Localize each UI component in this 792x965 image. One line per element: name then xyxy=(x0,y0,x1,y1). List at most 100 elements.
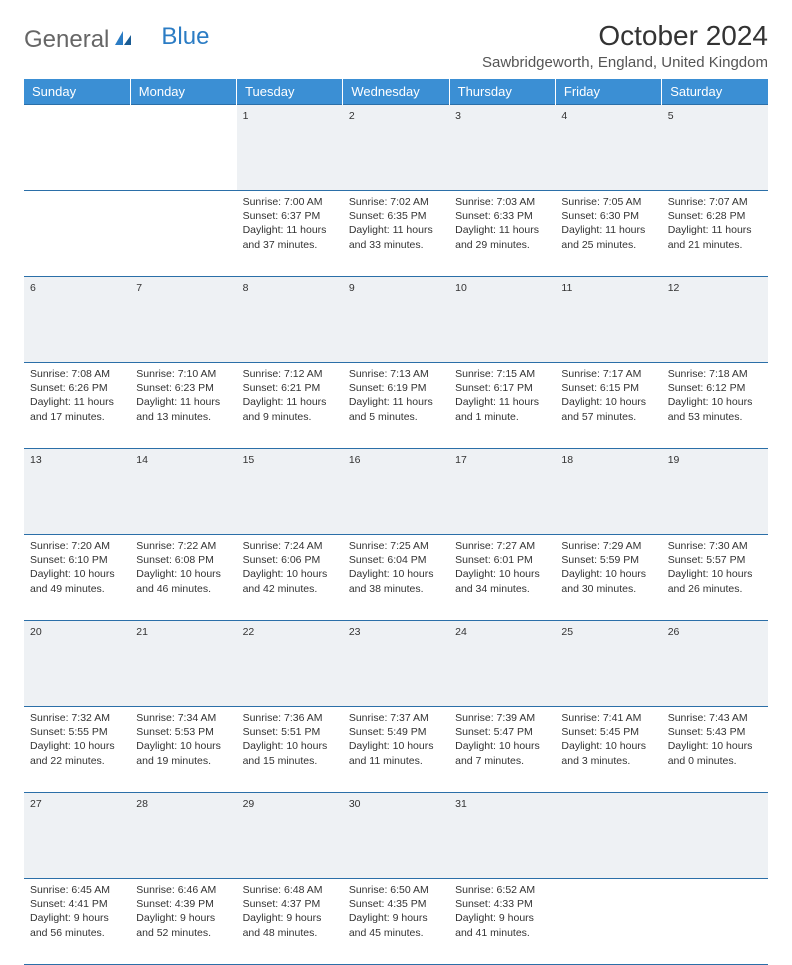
sunset-text: Sunset: 6:19 PM xyxy=(349,381,443,395)
daylight-text: Daylight: 11 hours and 37 minutes. xyxy=(243,223,337,251)
day-detail-cell: Sunrise: 7:07 AMSunset: 6:28 PMDaylight:… xyxy=(662,191,768,277)
day-number-cell: 24 xyxy=(449,621,555,707)
day-number-cell: 13 xyxy=(24,449,130,535)
day-detail-cell xyxy=(130,191,236,277)
daylight-text: Daylight: 10 hours and 0 minutes. xyxy=(668,739,762,767)
day-number-cell: 23 xyxy=(343,621,449,707)
sunset-text: Sunset: 6:17 PM xyxy=(455,381,549,395)
day-number-cell: 10 xyxy=(449,277,555,363)
logo-text-2: Blue xyxy=(161,23,209,51)
sunrise-text: Sunrise: 6:45 AM xyxy=(30,883,124,897)
sunset-text: Sunset: 5:49 PM xyxy=(349,725,443,739)
sunset-text: Sunset: 5:43 PM xyxy=(668,725,762,739)
weekday-header: Thursday xyxy=(449,79,555,105)
sunrise-text: Sunrise: 7:15 AM xyxy=(455,367,549,381)
day-number-cell: 15 xyxy=(237,449,343,535)
sunrise-text: Sunrise: 7:41 AM xyxy=(561,711,655,725)
daylight-text: Daylight: 10 hours and 22 minutes. xyxy=(30,739,124,767)
sunset-text: Sunset: 6:08 PM xyxy=(136,553,230,567)
sunset-text: Sunset: 5:55 PM xyxy=(30,725,124,739)
day-detail-cell: Sunrise: 6:48 AMSunset: 4:37 PMDaylight:… xyxy=(237,879,343,965)
day-detail-cell: Sunrise: 7:37 AMSunset: 5:49 PMDaylight:… xyxy=(343,707,449,793)
daylight-text: Daylight: 10 hours and 38 minutes. xyxy=(349,567,443,595)
sunset-text: Sunset: 6:37 PM xyxy=(243,209,337,223)
sunrise-text: Sunrise: 7:13 AM xyxy=(349,367,443,381)
daylight-text: Daylight: 9 hours and 56 minutes. xyxy=(30,911,124,939)
sunset-text: Sunset: 6:28 PM xyxy=(668,209,762,223)
day-number-cell: 26 xyxy=(662,621,768,707)
sunrise-text: Sunrise: 7:07 AM xyxy=(668,195,762,209)
weekday-header: Wednesday xyxy=(343,79,449,105)
sunrise-text: Sunrise: 7:22 AM xyxy=(136,539,230,553)
day-detail-cell: Sunrise: 7:27 AMSunset: 6:01 PMDaylight:… xyxy=(449,535,555,621)
day-number-cell: 29 xyxy=(237,793,343,879)
daylight-text: Daylight: 9 hours and 52 minutes. xyxy=(136,911,230,939)
sunrise-text: Sunrise: 7:43 AM xyxy=(668,711,762,725)
logo-text-1: General xyxy=(24,26,109,54)
day-number-cell: 9 xyxy=(343,277,449,363)
day-number-cell: 7 xyxy=(130,277,236,363)
day-detail-cell: Sunrise: 7:32 AMSunset: 5:55 PMDaylight:… xyxy=(24,707,130,793)
day-number-cell: 4 xyxy=(555,105,661,191)
daylight-text: Daylight: 11 hours and 9 minutes. xyxy=(243,395,337,423)
sunset-text: Sunset: 6:10 PM xyxy=(30,553,124,567)
day-number-cell: 3 xyxy=(449,105,555,191)
daylight-text: Daylight: 11 hours and 5 minutes. xyxy=(349,395,443,423)
daylight-text: Daylight: 10 hours and 11 minutes. xyxy=(349,739,443,767)
daylight-text: Daylight: 9 hours and 45 minutes. xyxy=(349,911,443,939)
sunset-text: Sunset: 4:35 PM xyxy=(349,897,443,911)
sunrise-text: Sunrise: 7:17 AM xyxy=(561,367,655,381)
day-number-cell: 30 xyxy=(343,793,449,879)
sunrise-text: Sunrise: 7:37 AM xyxy=(349,711,443,725)
day-detail-cell: Sunrise: 7:24 AMSunset: 6:06 PMDaylight:… xyxy=(237,535,343,621)
daylight-text: Daylight: 10 hours and 49 minutes. xyxy=(30,567,124,595)
sunrise-text: Sunrise: 7:00 AM xyxy=(243,195,337,209)
day-number-cell xyxy=(24,105,130,191)
sunrise-text: Sunrise: 7:08 AM xyxy=(30,367,124,381)
day-detail-cell: Sunrise: 7:17 AMSunset: 6:15 PMDaylight:… xyxy=(555,363,661,449)
day-detail-cell: Sunrise: 7:29 AMSunset: 5:59 PMDaylight:… xyxy=(555,535,661,621)
weekday-header: Friday xyxy=(555,79,661,105)
day-detail-cell: Sunrise: 7:13 AMSunset: 6:19 PMDaylight:… xyxy=(343,363,449,449)
weekday-header: Saturday xyxy=(662,79,768,105)
day-detail-cell: Sunrise: 7:08 AMSunset: 6:26 PMDaylight:… xyxy=(24,363,130,449)
sunrise-text: Sunrise: 7:18 AM xyxy=(668,367,762,381)
day-number-cell: 28 xyxy=(130,793,236,879)
weekday-header: Monday xyxy=(130,79,236,105)
day-number-row: 2728293031 xyxy=(24,793,768,879)
day-number-cell: 18 xyxy=(555,449,661,535)
sunset-text: Sunset: 4:41 PM xyxy=(30,897,124,911)
sunrise-text: Sunrise: 7:32 AM xyxy=(30,711,124,725)
day-detail-cell xyxy=(555,879,661,965)
day-number-cell: 21 xyxy=(130,621,236,707)
sunrise-text: Sunrise: 6:52 AM xyxy=(455,883,549,897)
day-detail-cell: Sunrise: 7:34 AMSunset: 5:53 PMDaylight:… xyxy=(130,707,236,793)
daylight-text: Daylight: 9 hours and 48 minutes. xyxy=(243,911,337,939)
sunset-text: Sunset: 4:39 PM xyxy=(136,897,230,911)
weekday-header: Tuesday xyxy=(237,79,343,105)
sunset-text: Sunset: 4:33 PM xyxy=(455,897,549,911)
daylight-text: Daylight: 11 hours and 33 minutes. xyxy=(349,223,443,251)
daylight-text: Daylight: 10 hours and 30 minutes. xyxy=(561,567,655,595)
page-header: General Blue October 2024 Sawbridgeworth… xyxy=(24,20,768,71)
day-number-cell: 14 xyxy=(130,449,236,535)
daylight-text: Daylight: 11 hours and 29 minutes. xyxy=(455,223,549,251)
day-number-cell: 6 xyxy=(24,277,130,363)
day-number-cell: 27 xyxy=(24,793,130,879)
daylight-text: Daylight: 10 hours and 57 minutes. xyxy=(561,395,655,423)
location-label: Sawbridgeworth, England, United Kingdom xyxy=(482,54,768,71)
daylight-text: Daylight: 10 hours and 53 minutes. xyxy=(668,395,762,423)
day-detail-cell xyxy=(662,879,768,965)
sunset-text: Sunset: 5:45 PM xyxy=(561,725,655,739)
sunset-text: Sunset: 6:15 PM xyxy=(561,381,655,395)
sunrise-text: Sunrise: 7:02 AM xyxy=(349,195,443,209)
day-detail-cell: Sunrise: 7:43 AMSunset: 5:43 PMDaylight:… xyxy=(662,707,768,793)
sunset-text: Sunset: 6:01 PM xyxy=(455,553,549,567)
sunrise-text: Sunrise: 6:48 AM xyxy=(243,883,337,897)
sunrise-text: Sunrise: 7:03 AM xyxy=(455,195,549,209)
sunrise-text: Sunrise: 7:30 AM xyxy=(668,539,762,553)
daylight-text: Daylight: 11 hours and 13 minutes. xyxy=(136,395,230,423)
daylight-text: Daylight: 10 hours and 34 minutes. xyxy=(455,567,549,595)
sunrise-text: Sunrise: 7:39 AM xyxy=(455,711,549,725)
sunrise-text: Sunrise: 6:46 AM xyxy=(136,883,230,897)
